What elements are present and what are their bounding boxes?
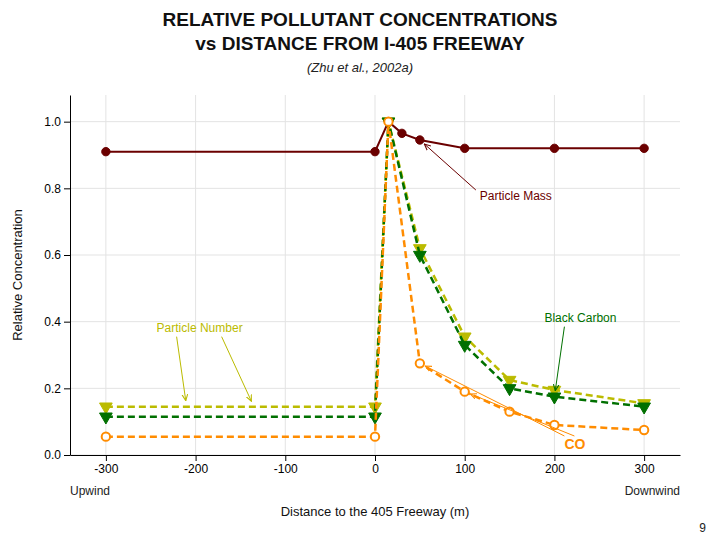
series-marker (461, 387, 469, 395)
series-marker (416, 359, 424, 367)
annotation-arrow (424, 144, 476, 190)
y-axis-title: Relative Concentration (10, 209, 25, 341)
tick-mark (285, 455, 286, 461)
annotation-arrow (555, 327, 564, 391)
series-marker (640, 144, 648, 152)
series-marker (100, 403, 113, 414)
series-marker (638, 403, 651, 414)
tick-mark (644, 455, 645, 461)
series-line (106, 122, 644, 407)
tick-mark (64, 388, 70, 389)
series-marker (640, 426, 648, 434)
tick-mark (64, 122, 70, 123)
series-marker (503, 385, 516, 396)
tick-mark (375, 455, 376, 461)
series-marker (384, 117, 392, 125)
tick: 1.0 (44, 115, 70, 129)
tick: -200 (184, 455, 208, 476)
series-marker (550, 144, 558, 152)
series-line (106, 122, 644, 417)
tick-label: -100 (274, 462, 298, 476)
tick-mark (465, 455, 466, 461)
tick: 100 (455, 455, 475, 476)
tick-label: 0.6 (44, 248, 61, 262)
tick-label: 1.0 (44, 115, 61, 129)
tick: -300 (94, 455, 118, 476)
plot-area: -300 -200 -100 0 100 200 300 0.0 0.2 0.4 0.6 0.8 1.0… (44, 95, 680, 476)
grid (70, 95, 680, 455)
tick-label: 100 (455, 462, 475, 476)
series-marker (461, 144, 469, 152)
tick-label: 0.8 (44, 182, 61, 196)
annotation-arrow (425, 366, 564, 436)
x-axis: -300 -200 -100 0 100 200 300 (71, 455, 681, 476)
annotation: Downwind (625, 484, 680, 498)
tick-label: 0.4 (44, 315, 61, 329)
series-marker (458, 341, 471, 352)
tick: 0.8 (44, 182, 70, 196)
series-marker (100, 413, 113, 424)
series-marker (102, 432, 110, 440)
series-labels: Particle Mass Particle Number Black Carbon… (157, 144, 617, 452)
series-label: Particle Number (157, 321, 243, 335)
axis-line (70, 96, 71, 456)
tick-label: 0.2 (44, 382, 61, 396)
series-marker (102, 147, 110, 155)
annotation: Upwind (70, 484, 110, 498)
tick-mark (64, 188, 70, 189)
annotation-arrow (177, 337, 186, 401)
tick-label: 200 (545, 462, 565, 476)
series-marker (384, 117, 392, 125)
series-marker (548, 393, 561, 404)
title: vs DISTANCE FROM I-405 FREEWAY (195, 33, 525, 54)
grid-line (285, 95, 286, 455)
chart: RELATIVE POLLUTANT CONCENTRATIONS vs DIST… (0, 0, 720, 540)
tick-label: 0.0 (44, 448, 61, 462)
annotation: 9 (699, 521, 706, 535)
y-axis: 0.0 0.2 0.4 0.6 0.8 1.0 (44, 96, 70, 463)
series-group (100, 117, 651, 440)
tick: 200 (545, 455, 565, 476)
grid-line (195, 95, 196, 455)
tick-mark (64, 322, 70, 323)
tick: 0.2 (44, 382, 70, 396)
tick-mark (64, 255, 70, 256)
series-label: Particle Mass (480, 189, 552, 203)
tick-label: 0 (372, 462, 379, 476)
series-line (106, 122, 644, 437)
series-marker (416, 136, 424, 144)
series-marker (398, 129, 406, 137)
annotation-arrow (222, 337, 252, 402)
annotation-arrow (470, 394, 574, 436)
tick: 300 (635, 455, 655, 476)
tick-mark (196, 455, 197, 461)
tick-label: -200 (184, 462, 208, 476)
tick: 0 (372, 455, 379, 476)
tick: 0.0 (44, 448, 70, 462)
tick-label: -300 (94, 462, 118, 476)
tick: 0.6 (44, 248, 70, 262)
title: RELATIVE POLLUTANT CONCENTRATIONS (163, 9, 558, 30)
series-marker (371, 432, 379, 440)
series-marker (413, 251, 426, 262)
tick-mark (64, 455, 70, 456)
tick-label: 300 (635, 462, 655, 476)
tick: -100 (274, 455, 298, 476)
subtitle: (Zhu et al., 2002a) (307, 60, 413, 75)
tick-mark (106, 455, 107, 461)
series-label: Black Carbon (544, 311, 616, 325)
series-label: CO (564, 436, 585, 452)
x-axis-title: Distance to the 405 Freeway (m) (281, 504, 470, 519)
tick-mark (554, 455, 555, 461)
series-marker (371, 147, 379, 155)
tick: 0.4 (44, 315, 70, 329)
